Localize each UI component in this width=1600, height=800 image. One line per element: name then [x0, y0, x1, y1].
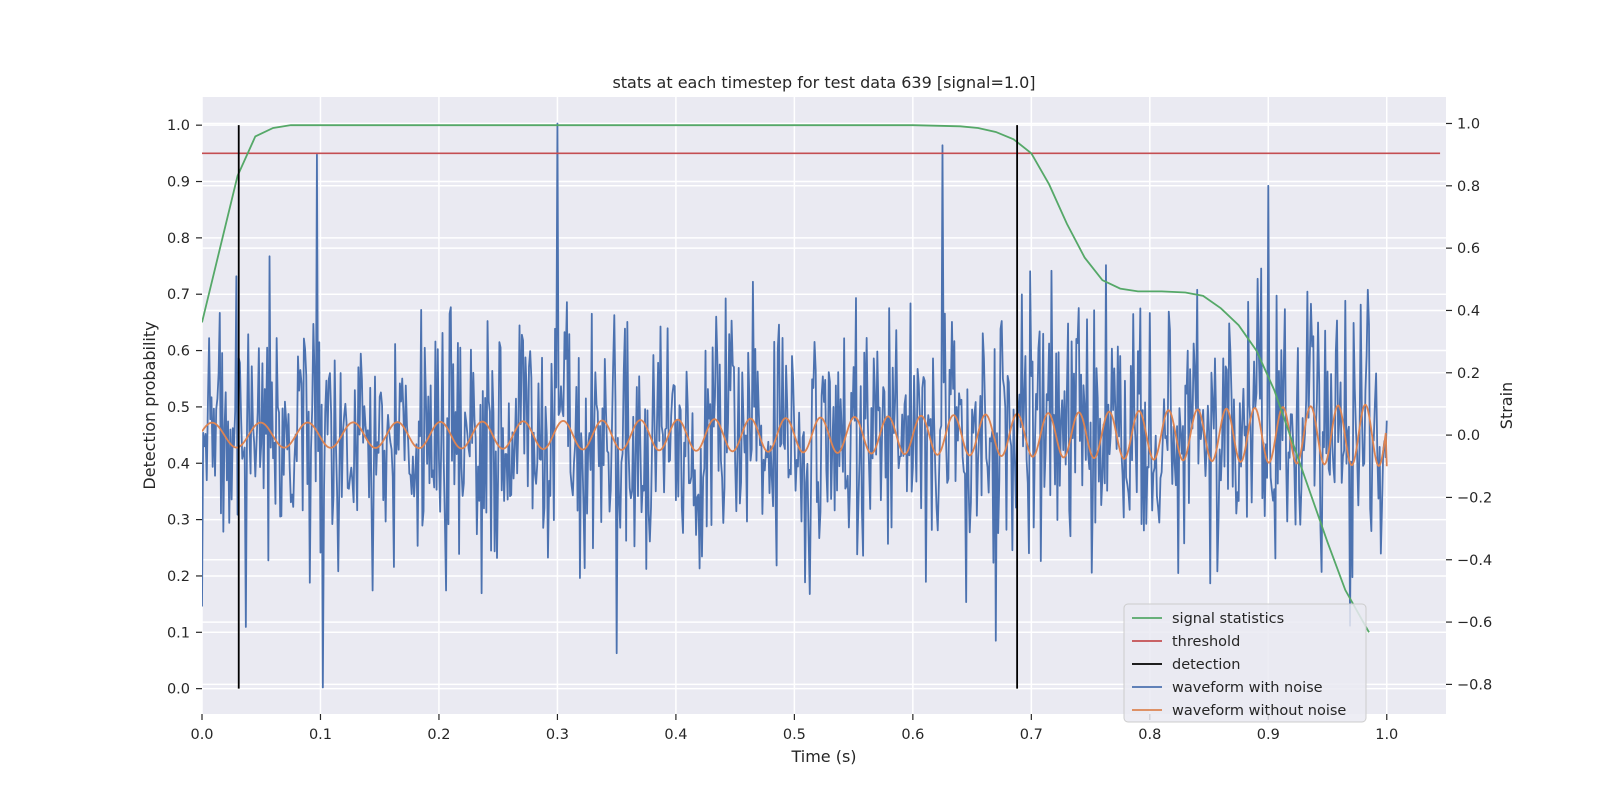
x-tick-label: 0.5	[783, 727, 806, 743]
x-tick-label: 0.2	[427, 727, 450, 743]
x-tick-label: 0.9	[1257, 727, 1280, 743]
x-tick-label: 1.0	[1375, 727, 1398, 743]
y-axis-label: Detection probability	[140, 321, 159, 489]
y2-tick-label: 0.6	[1457, 241, 1480, 257]
y-tick-label: 0.4	[167, 456, 190, 472]
y-tick-label: 0.8	[167, 231, 190, 247]
x-tick-label: 0.8	[1138, 727, 1161, 743]
y-tick-label: 0.2	[167, 569, 190, 585]
y2-tick-label: 0.8	[1457, 179, 1480, 195]
y2-tick-label: 0.4	[1457, 303, 1480, 319]
series-waveform-without-noise	[202, 403, 1388, 468]
legend-label: threshold	[1172, 634, 1240, 650]
y2-tick-label: 1.0	[1457, 116, 1480, 132]
x-tick-label: 0.7	[1020, 727, 1043, 743]
plot-lines	[202, 122, 1441, 689]
x-tick-label: 0.4	[664, 727, 687, 743]
y-tick-label: 0.6	[167, 344, 190, 360]
y-tick-label: 1.0	[167, 118, 190, 134]
y-tick-label: 0.5	[167, 400, 190, 416]
x-tick-label: 0.6	[901, 727, 924, 743]
x-axis-label: Time (s)	[790, 747, 856, 766]
x-tick-label: 0.1	[309, 727, 332, 743]
legend-label: signal statistics	[1172, 611, 1284, 627]
y-tick-label: 0.0	[167, 682, 190, 698]
legend-label: waveform without noise	[1172, 703, 1346, 719]
y-tick-label: 0.9	[167, 175, 190, 191]
legend: signal statistics threshold detection wavef…	[1123, 603, 1367, 723]
y2-axis-label: Strain	[1497, 382, 1516, 429]
x-tick-label: 0.3	[546, 727, 569, 743]
y2-tick-label: 0.0	[1457, 428, 1480, 444]
legend-label: detection	[1172, 657, 1240, 673]
x-tick-label: 0.0	[190, 727, 213, 743]
y-tick-label: 0.3	[167, 513, 190, 529]
legend-box	[1123, 603, 1367, 723]
y2-tick-label: −0.4	[1457, 553, 1492, 569]
series-signal-statistics	[202, 124, 1370, 633]
legend-label: waveform with noise	[1172, 680, 1323, 696]
y2-tick-label: −0.6	[1457, 615, 1492, 631]
y2-tick-label: 0.2	[1457, 366, 1480, 382]
y-tick-label: 0.7	[167, 287, 190, 303]
y2-tick-label: −0.2	[1457, 490, 1492, 506]
axes: 0.0 0.1 0.2 0.3 0.4 0.5 0.6 0.7 0.8 0.9 1.0 0.0 0.1 0…	[167, 116, 1492, 743]
y2-tick-label: −0.8	[1457, 677, 1492, 693]
chart-title: stats at each timestep for test data 639…	[612, 73, 1035, 92]
y-tick-label: 0.1	[167, 625, 190, 641]
